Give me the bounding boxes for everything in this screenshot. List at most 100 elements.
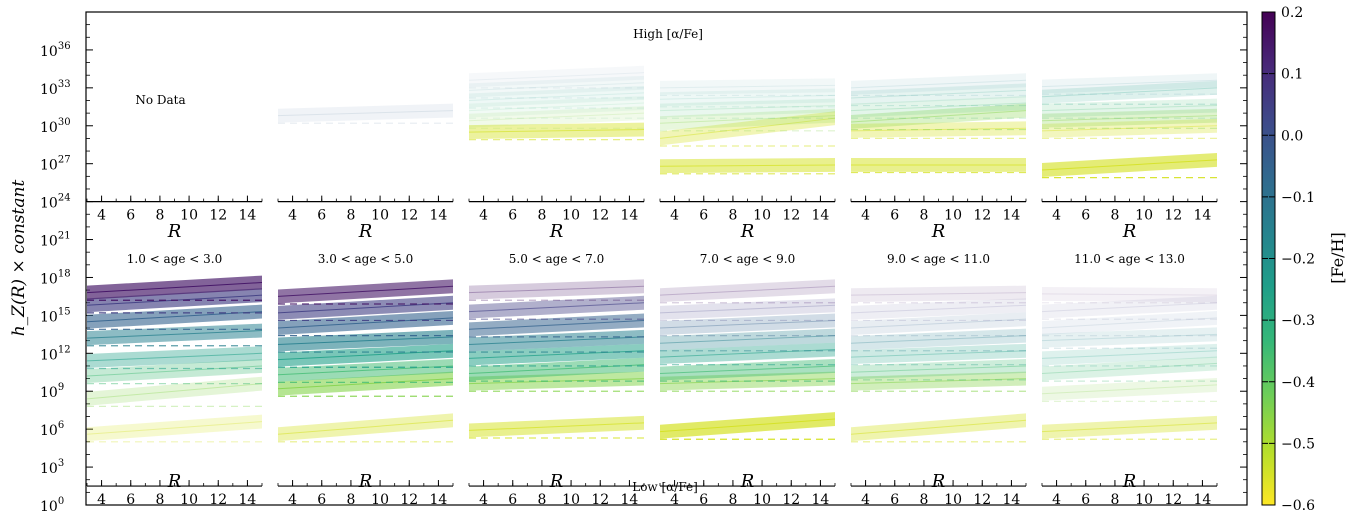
x-tick-label: 14 [430, 208, 448, 224]
y-tick-label: 1036 [40, 41, 71, 60]
series-line [659, 335, 836, 344]
y-tick-label: 1027 [40, 155, 71, 174]
series-band [1042, 80, 1217, 104]
panel-high_alpha-6: 4 6 8 10 12 14 R [1041, 73, 1218, 242]
series-line [659, 365, 836, 375]
series-line [659, 115, 836, 124]
x-tick-label: 14 [621, 208, 639, 224]
series-band [278, 103, 453, 123]
series-line [468, 302, 645, 313]
series-band [660, 108, 835, 131]
series-line [86, 352, 263, 362]
x-axis-label: R [549, 471, 564, 492]
x-tick-label: 10 [180, 492, 198, 508]
series-band [660, 111, 835, 146]
x-tick-label: 14 [430, 492, 448, 508]
series-band [851, 73, 1026, 95]
x-tick-label: 10 [944, 492, 962, 508]
x-axis-label: R [740, 471, 755, 492]
y-tick-label: 1030 [40, 117, 71, 136]
series-line [1041, 350, 1218, 359]
series-band [660, 313, 835, 335]
series-band [660, 328, 835, 351]
y-tick-label: 1018 [40, 268, 71, 287]
x-tick-label: 8 [1110, 208, 1119, 224]
x-tick-label: 4 [97, 208, 106, 224]
x-tick-label: 12 [591, 208, 609, 224]
low-alpha-label: Low [α/Fe] [632, 480, 698, 494]
x-tick-label: 10 [562, 492, 580, 508]
series-line [1041, 422, 1218, 433]
y-axis-label: h_Z(R) × constant [9, 180, 29, 337]
colorbar-ticks: 0.2 0.1 0.0 −0.1 −0.2 −0.3 −0.4 −0.5 −0.6 [1262, 5, 1315, 511]
series-line [1041, 302, 1218, 313]
series-line [850, 350, 1027, 358]
x-tick-label: 14 [812, 492, 830, 508]
age-bin-label: 11.0 < age < 13.0 [1074, 252, 1185, 266]
series-band [1042, 73, 1217, 94]
x-tick-label: 8 [537, 492, 546, 508]
panel-high_alpha-1: 4 6 8 10 12 14 R No Data [86, 93, 263, 242]
series-line [86, 330, 263, 339]
panel-low_alpha-1: 4 6 8 10 12 14 R 1.0 < age < 3.0 [86, 252, 263, 508]
series-line [277, 317, 454, 329]
age-bin-label: 7.0 < age < 9.0 [700, 252, 795, 266]
colorbar-label: [Fe/H] [1328, 232, 1347, 284]
series-line [850, 378, 1027, 385]
x-tick-label: 10 [1135, 492, 1153, 508]
colorbar-tick-label: 0.1 [1281, 67, 1303, 83]
series-line [850, 304, 1027, 314]
series-line [850, 318, 1027, 329]
x-tick-label: 10 [944, 208, 962, 224]
series-line [1041, 79, 1218, 88]
high-alpha-label: High [α/Fe] [633, 27, 703, 41]
x-tick-label: 12 [973, 492, 991, 508]
series-band [851, 285, 1026, 303]
series-band [87, 414, 262, 442]
x-tick-label: 6 [1081, 492, 1090, 508]
series-band [1042, 118, 1217, 138]
x-tick-label: 10 [371, 208, 389, 224]
series-line [468, 112, 645, 122]
series-line [659, 105, 836, 112]
series-band [1042, 356, 1217, 381]
series-band [469, 106, 644, 128]
series-band [660, 78, 835, 95]
x-tick-label: 12 [400, 208, 418, 224]
series-band [1042, 327, 1217, 348]
series-line [659, 418, 836, 433]
x-tick-label: 4 [670, 492, 679, 508]
series-line [468, 72, 645, 81]
colorbar: 0.2 0.1 0.0 −0.1 −0.2 −0.3 −0.4 −0.5 −0.6 [Fe/H] [1261, 5, 1347, 511]
x-tick-label: 6 [126, 492, 135, 508]
series-line [277, 378, 454, 390]
x-tick-label: 8 [728, 208, 737, 224]
series-line [850, 110, 1027, 123]
y-tick-label: 109 [40, 382, 64, 401]
series-band [1042, 310, 1217, 335]
series-line [468, 82, 645, 91]
series-line [850, 292, 1027, 296]
series-line [468, 129, 645, 133]
series-band [851, 298, 1026, 320]
y-tick-label: 1015 [40, 306, 71, 325]
series-line [277, 110, 454, 117]
series-band [1042, 98, 1217, 118]
x-tick-label: 14 [1194, 208, 1212, 224]
series-band [1042, 377, 1217, 401]
x-tick-label: 6 [890, 492, 899, 508]
x-tick-label: 6 [126, 208, 135, 224]
series-line [468, 285, 645, 294]
y-tick-label: 103 [40, 458, 64, 477]
x-tick-label: 12 [209, 492, 227, 508]
panel-low_alpha-5: 4 6 8 10 12 14 R 9.0 < age < 11.0 [850, 252, 1027, 508]
series-line [1041, 317, 1218, 329]
series-line [277, 285, 454, 297]
series-line [1041, 159, 1218, 171]
x-tick-label: 10 [753, 492, 771, 508]
x-tick-label: 4 [861, 492, 870, 508]
series-line [86, 383, 263, 400]
x-tick-label: 10 [753, 208, 771, 224]
colorbar-tick-label: −0.1 [1281, 190, 1315, 206]
series-band [851, 343, 1026, 365]
